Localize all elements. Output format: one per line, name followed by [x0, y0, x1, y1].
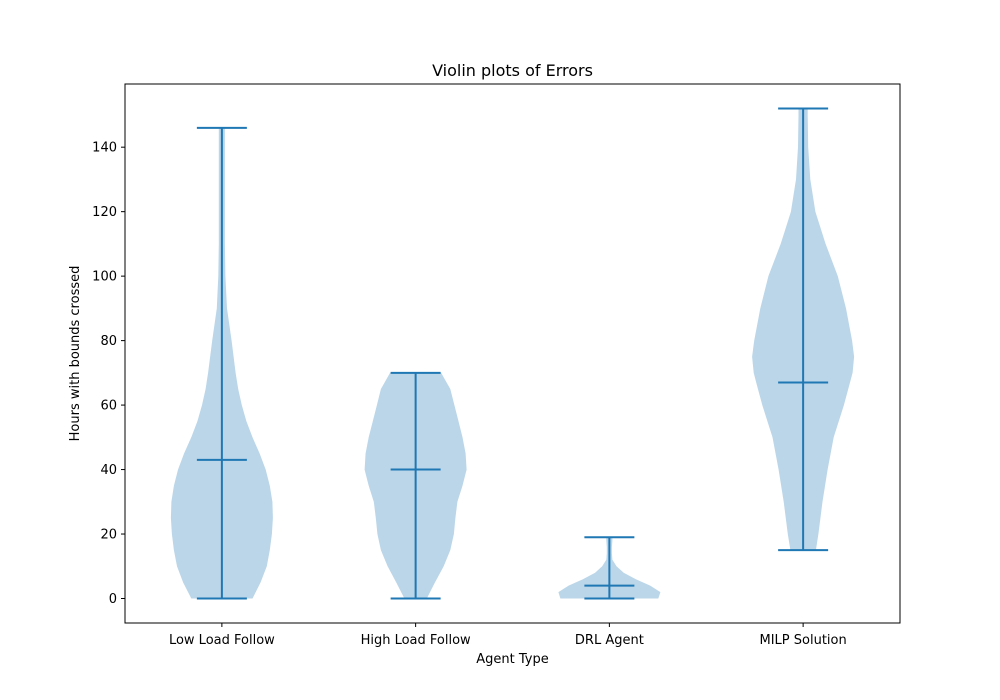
violins-layer — [170, 107, 855, 600]
x-axis-title: Agent Type — [476, 652, 548, 667]
y-tick-label: 80 — [100, 334, 117, 349]
x-axis-ticks: Low Load Follow High Load Follow DRL Agent… — [169, 623, 847, 648]
y-tick-label: 60 — [100, 399, 117, 414]
x-tick-label: High Load Follow — [361, 633, 471, 648]
y-axis-title: Hours with bounds crossed — [68, 266, 83, 442]
x-tick-label: Low Load Follow — [169, 633, 275, 648]
y-tick-label: 100 — [92, 270, 117, 285]
chart-title: Violin plots of Errors — [432, 61, 593, 80]
y-tick-label: 40 — [100, 463, 117, 478]
x-tick-label: MILP Solution — [760, 633, 847, 648]
y-tick-label: 20 — [100, 528, 117, 543]
y-tick-label: 120 — [92, 205, 117, 220]
y-tick-label: 140 — [92, 141, 117, 156]
x-tick-label: DRL Agent — [575, 633, 644, 648]
y-tick-label: 0 — [109, 592, 117, 607]
y-axis-ticks: 0 20 40 60 80 100 120 140 — [92, 141, 125, 607]
plot-frame — [124, 83, 901, 624]
